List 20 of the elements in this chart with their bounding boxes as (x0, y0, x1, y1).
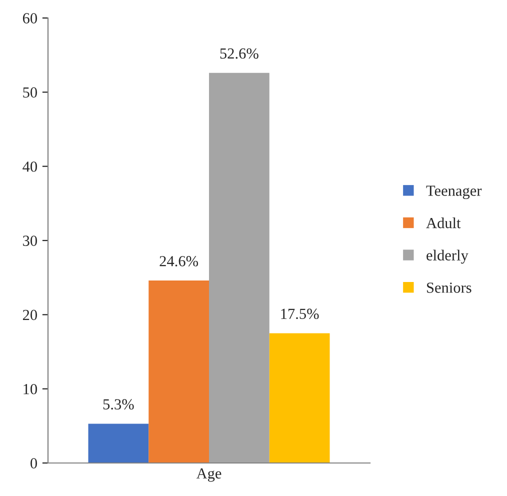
bar (88, 424, 149, 463)
data-label: 52.6% (220, 48, 258, 59)
data-label: 17.5% (281, 308, 319, 320)
y-tick-label: 50 (23, 87, 37, 98)
x-tick-label: Age (196, 468, 222, 482)
legend-label: Seniors (427, 282, 472, 293)
legend-label: Teenager (426, 186, 482, 200)
y-tick-label: 40 (22, 161, 37, 172)
legend-label: Adult (426, 217, 461, 228)
bar (209, 72, 270, 463)
y-tick-label: 20 (22, 310, 37, 320)
y-tick-label: 0 (30, 458, 37, 468)
bar (269, 333, 330, 463)
y-tick-label: 60 (22, 13, 37, 24)
data-label: 24.6% (160, 256, 198, 266)
bar (148, 280, 209, 463)
y-tick-label: 30 (23, 236, 37, 246)
y-tick-label: 10 (24, 384, 37, 394)
legend-label: elderly (426, 250, 468, 264)
data-label: 5.3% (103, 399, 134, 410)
